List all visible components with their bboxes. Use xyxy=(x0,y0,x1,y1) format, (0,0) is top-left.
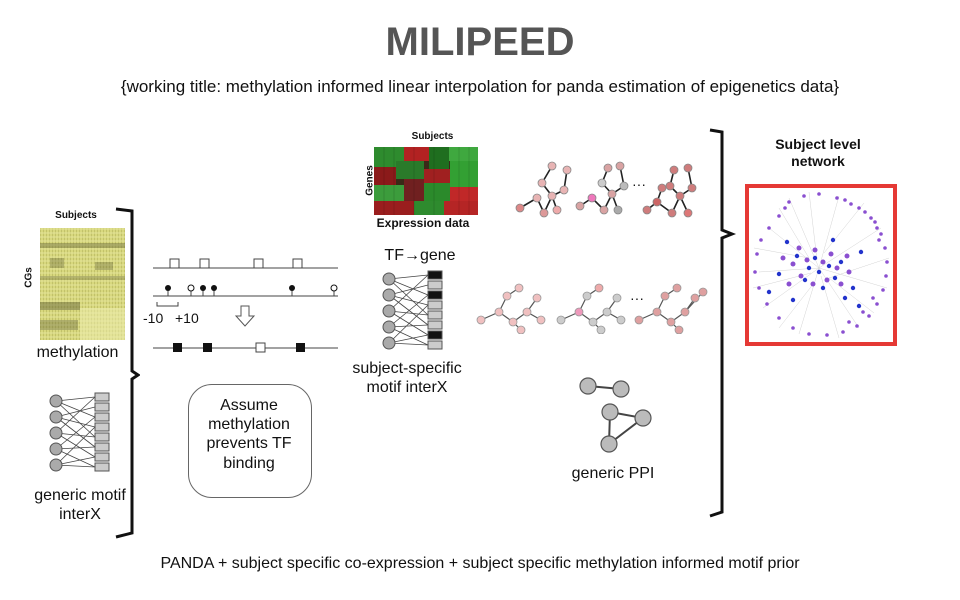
ppi-caption: generic PPI xyxy=(571,465,655,482)
ellipsis-middle: ··· xyxy=(630,290,644,306)
footer-summary: PANDA + subject specific co-expression +… xyxy=(160,555,800,572)
methylation-track-schematic xyxy=(153,258,338,353)
coexpression-networks xyxy=(515,161,697,218)
left-bracket xyxy=(115,207,140,539)
expression-header: Subjects xyxy=(411,131,454,142)
ellipsis-top: ··· xyxy=(632,176,646,192)
generic-motif-graph xyxy=(49,392,110,472)
expression-heatmap xyxy=(374,147,478,215)
assumption-text: Assume methylation prevents TF binding xyxy=(206,397,292,472)
tf-gene-graph xyxy=(382,270,443,350)
plus-ten-label: +10 xyxy=(175,310,199,326)
motif-networks xyxy=(476,283,708,334)
methylation-header: Subjects xyxy=(55,210,97,221)
minus-ten-label: -10 xyxy=(143,310,164,326)
ppi-graph xyxy=(579,377,652,453)
right-bracket xyxy=(709,128,737,518)
expression-caption: Expression data xyxy=(376,216,470,230)
tf-gene-caption: subject-specific motif interX xyxy=(352,360,462,397)
generic-motif-caption: generic motif interX xyxy=(34,487,126,524)
subtitle: {working title: methylation informed lin… xyxy=(120,77,840,96)
methylation-heatmap xyxy=(40,228,125,340)
subject-network-frame xyxy=(745,184,897,346)
assumption-box xyxy=(188,384,312,498)
subject-network-caption: Subject level network xyxy=(775,136,861,169)
page-title: MILIPEED xyxy=(385,20,575,64)
subject-network-graph xyxy=(752,191,890,339)
methylation-caption: methylation xyxy=(36,344,119,361)
tf-gene-header: TF→gene xyxy=(384,247,456,264)
methylation-row-label: CGs xyxy=(23,267,35,288)
